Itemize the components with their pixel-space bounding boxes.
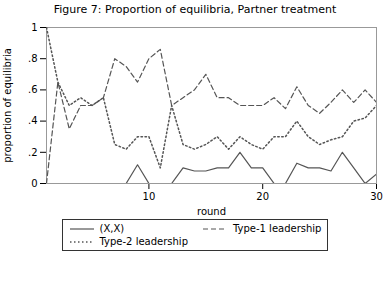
svg-text:.8: .8	[28, 53, 38, 64]
svg-text:.6: .6	[28, 84, 38, 95]
svg-text:1: 1	[31, 22, 37, 33]
html-text:(X,X): (X,X)	[99, 223, 125, 234]
svg-text:20: 20	[256, 191, 269, 202]
svg-text:10: 10	[143, 191, 156, 202]
svg-text:round: round	[197, 206, 226, 217]
html-text:Type-2 leadership: Type-2 leadership	[99, 236, 188, 247]
svg-text:.4: .4	[28, 115, 38, 126]
svg-text:proportion of equilibria: proportion of equilibria	[2, 48, 13, 163]
html-text:Figure 7: Proportion of equili: Figure 7: Proportion of equilibria, Part…	[53, 3, 337, 16]
svg-text:30: 30	[370, 191, 383, 202]
html-text:Type-1 leadership: Type-1 leadership	[233, 223, 322, 234]
svg-text:0: 0	[31, 178, 37, 189]
svg-text:.2: .2	[28, 147, 38, 158]
